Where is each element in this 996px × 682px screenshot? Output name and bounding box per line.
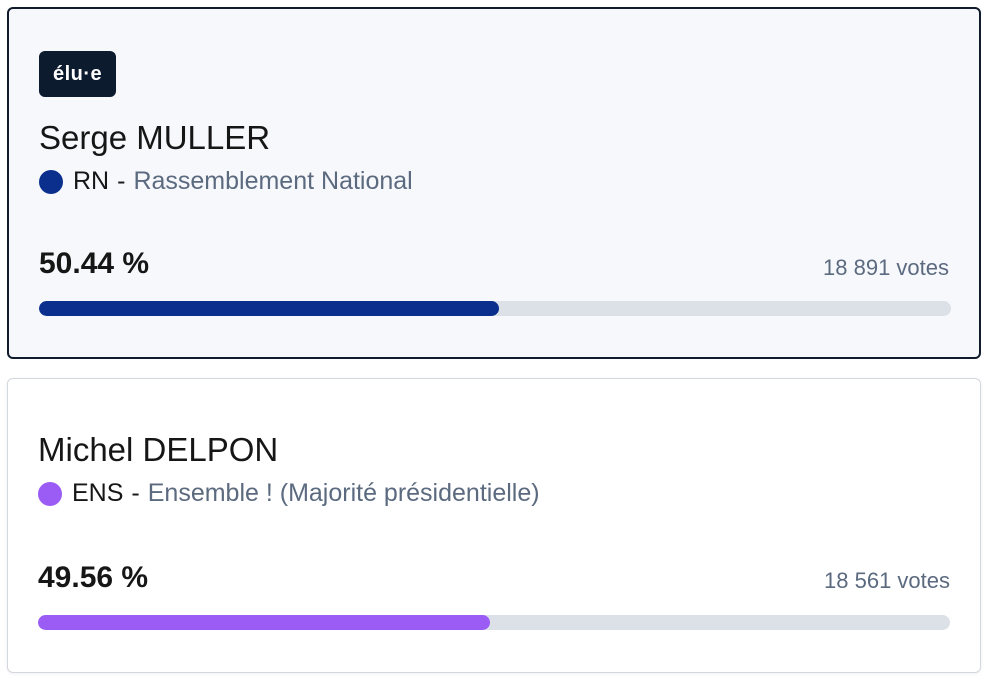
party-color-dot-icon (38, 481, 62, 506)
vote-progress-fill (39, 301, 499, 316)
party-color-dot-icon (39, 169, 63, 194)
vote-progress-bar (38, 615, 950, 630)
vote-progress-bar (39, 301, 951, 316)
vote-percent: 50.44 % (39, 247, 150, 280)
candidate-name: Serge MULLER (39, 119, 271, 156)
party-name: Rassemblement National (133, 167, 413, 195)
vote-percent: 49.56 % (38, 561, 149, 594)
vote-progress-fill (38, 615, 490, 630)
vote-count: 18 891 votes (823, 255, 949, 280)
candidate-party: ENS - Ensemble ! (Majorité présidentiell… (38, 479, 540, 508)
party-abbr: ENS (72, 479, 124, 507)
candidate-card: Michel DELPON ENS - Ensemble ! (Majorité… (7, 378, 981, 673)
candidate-name: Michel DELPON (38, 431, 279, 468)
party-name: Ensemble ! (Majorité présidentielle) (147, 479, 540, 507)
party-separator: - (117, 167, 126, 195)
vote-count: 18 561 votes (824, 568, 950, 593)
candidate-card-elected: élu·e Serge MULLER RN - Rassemblement Na… (7, 7, 981, 359)
party-abbr: RN (73, 167, 110, 195)
party-separator: - (131, 479, 140, 507)
candidate-party: RN - Rassemblement National (39, 167, 413, 196)
elected-badge: élu·e (39, 51, 117, 97)
